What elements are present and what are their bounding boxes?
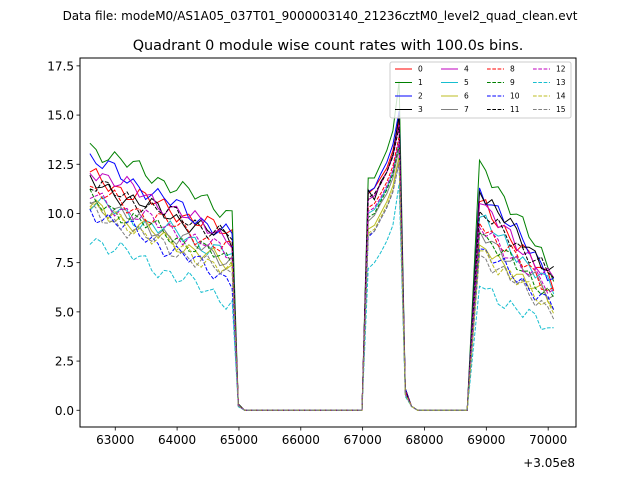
y-tick-label: 2.5 [55,355,74,369]
y-tick-label: 10.0 [47,207,74,221]
y-tick-label: 0.0 [55,404,74,418]
legend-label-13: 13 [556,78,566,87]
x-tick-label: 65000 [220,433,258,447]
x-tick-label: 64000 [158,433,196,447]
legend-label-12: 12 [556,65,566,74]
figure-suptitle: Data file: modeM0/AS1A05_037T01_90000031… [63,9,578,23]
legend-label-10: 10 [510,92,520,101]
y-tick-label: 5.0 [55,305,74,319]
legend-label-5: 5 [464,78,469,87]
x-tick-label: 68000 [405,433,443,447]
legend-label-1: 1 [418,78,423,87]
legend-label-11: 11 [510,105,520,114]
chart-title: Quadrant 0 module wise count rates with … [133,38,524,54]
legend-label-7: 7 [464,105,469,114]
legend-label-0: 0 [418,65,423,74]
x-axis-offset-label: +3.05e8 [523,456,575,470]
legend-label-8: 8 [510,65,515,74]
y-tick-label: 12.5 [47,158,74,172]
legend-label-15: 15 [556,105,566,114]
legend-label-4: 4 [464,65,469,74]
x-axis: 63000 64000 65000 66000 67000 68000 69000 70000 [96,427,567,447]
x-tick-label: 63000 [96,433,134,447]
legend-label-3: 3 [418,105,423,114]
x-tick-label: 69000 [467,433,505,447]
y-axis: 0.0 2.5 5.0 7.5 10.0 12.5 15.0 17.5 [47,59,80,418]
plot-frame [79,57,577,428]
plot-series [89,81,555,411]
legend-label-14: 14 [556,92,566,101]
x-tick-label: 70000 [529,433,567,447]
x-tick-label: 66000 [282,433,320,447]
y-tick-label: 17.5 [47,59,74,73]
x-tick-label: 67000 [344,433,382,447]
legend-box [389,61,572,119]
y-tick-label: 15.0 [47,109,74,123]
legend-label-2: 2 [418,92,423,101]
series-line-15 [89,162,555,411]
legend-label-9: 9 [510,78,515,87]
y-tick-label: 7.5 [55,256,74,270]
legend-label-6: 6 [464,92,469,101]
